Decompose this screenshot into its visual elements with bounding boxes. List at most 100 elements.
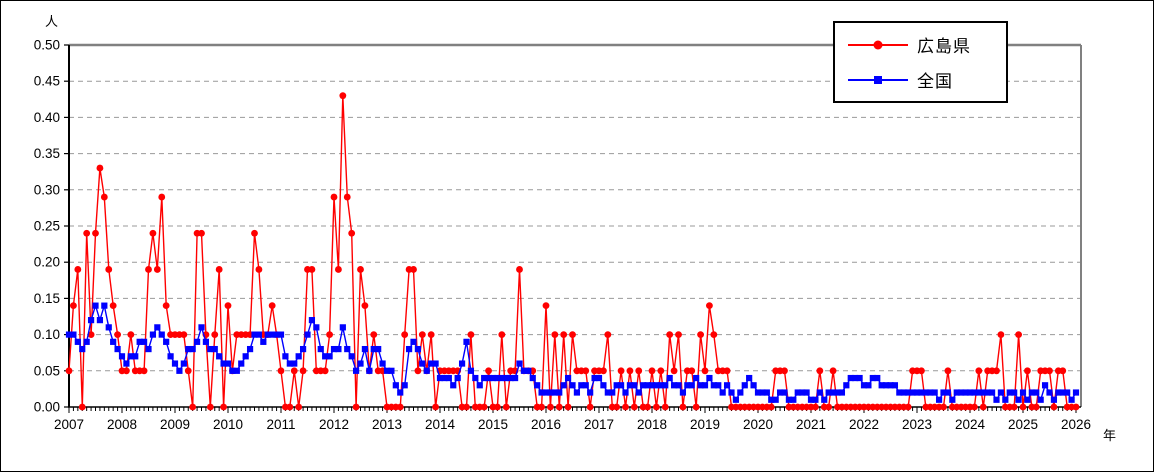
x-tick-label: 2008 xyxy=(107,417,137,432)
x-tick-label: 2023 xyxy=(902,417,932,432)
data-point-national xyxy=(710,382,717,389)
data-point-hiroshima xyxy=(87,331,95,338)
x-tick-label: 2012 xyxy=(319,417,349,432)
data-point-national xyxy=(927,389,934,396)
data-point-hiroshima xyxy=(339,92,347,100)
data-point-national xyxy=(569,382,576,389)
data-point-hiroshima xyxy=(96,164,104,172)
data-point-hiroshima xyxy=(326,331,333,338)
data-point-hiroshima xyxy=(114,331,121,338)
data-point-national xyxy=(759,389,766,396)
data-point-hiroshima xyxy=(498,331,506,338)
data-point-hiroshima xyxy=(657,367,665,375)
data-point-national xyxy=(600,382,607,389)
data-point-national xyxy=(96,317,104,324)
data-point-national xyxy=(1072,389,1080,396)
data-point-hiroshima xyxy=(211,331,219,338)
data-point-national xyxy=(763,389,770,396)
data-point-hiroshima xyxy=(547,403,554,411)
data-point-national xyxy=(70,331,77,338)
data-point-national xyxy=(825,389,832,396)
x-tick-label: 2022 xyxy=(849,417,879,432)
legend-label-national: 全国 xyxy=(917,72,953,91)
data-point-national xyxy=(158,331,165,338)
data-point-hiroshima xyxy=(295,403,303,411)
data-point-hiroshima xyxy=(648,367,656,375)
data-point-hiroshima xyxy=(290,367,298,375)
data-point-national xyxy=(525,367,532,374)
data-point-national xyxy=(556,389,563,396)
data-point-hiroshima xyxy=(692,403,700,411)
data-point-national xyxy=(878,382,885,389)
data-point-national xyxy=(238,360,245,367)
data-point-national xyxy=(617,382,625,389)
data-point-hiroshima xyxy=(308,266,316,273)
x-tick-label: 2024 xyxy=(955,417,986,432)
data-point-national xyxy=(432,360,439,367)
data-point-national xyxy=(547,389,554,396)
data-point-hiroshima xyxy=(180,331,188,338)
data-point-national xyxy=(852,374,859,382)
data-point-hiroshima xyxy=(675,331,682,338)
data-point-hiroshima xyxy=(661,403,669,411)
data-point-national xyxy=(750,382,757,389)
data-point-hiroshima xyxy=(418,331,426,338)
data-point-national xyxy=(887,382,894,389)
data-point-national xyxy=(467,367,475,374)
data-point-national xyxy=(485,374,492,382)
data-point-hiroshima xyxy=(153,266,161,273)
data-point-hiroshima xyxy=(670,367,678,375)
data-point-hiroshima xyxy=(123,367,130,375)
data-point-national xyxy=(264,331,271,338)
data-point-hiroshima xyxy=(1072,403,1080,411)
x-tick-label: 2016 xyxy=(531,417,561,432)
data-point-national xyxy=(185,345,192,353)
data-point-national xyxy=(463,338,470,345)
data-point-national xyxy=(737,389,744,396)
data-point-national xyxy=(273,331,280,338)
data-point-national xyxy=(693,374,700,382)
data-point-national xyxy=(657,382,664,389)
data-point-national xyxy=(494,374,501,382)
data-point-national xyxy=(1011,389,1018,396)
data-point-national xyxy=(662,382,669,389)
data-point-national xyxy=(644,382,651,389)
data-point-national xyxy=(154,324,161,331)
data-point-national xyxy=(176,367,183,374)
y-tick-label: 0.05 xyxy=(34,363,60,378)
data-point-national xyxy=(613,382,620,389)
x-tick-label: 2007 xyxy=(54,417,84,432)
data-point-national xyxy=(922,389,929,396)
data-point-national xyxy=(322,353,329,360)
data-point-national xyxy=(105,324,112,331)
data-point-national xyxy=(326,353,333,360)
data-point-hiroshima xyxy=(1059,367,1067,375)
data-point-national xyxy=(578,382,585,389)
data-point-hiroshima xyxy=(997,331,1005,338)
data-point-hiroshima xyxy=(812,403,819,411)
data-point-hiroshima xyxy=(538,403,545,411)
data-point-hiroshima xyxy=(993,367,1000,375)
data-point-national xyxy=(882,382,890,389)
x-tick-label: 2011 xyxy=(266,417,295,432)
data-point-national xyxy=(587,389,594,396)
data-point-hiroshima xyxy=(701,367,709,375)
data-point-national xyxy=(626,382,634,389)
data-point-national xyxy=(317,345,324,353)
data-point-national xyxy=(458,360,466,367)
data-point-national xyxy=(207,345,214,353)
data-point-national xyxy=(640,382,647,389)
data-point-hiroshima xyxy=(370,331,378,338)
data-point-national xyxy=(132,353,139,360)
data-point-national xyxy=(136,338,143,345)
data-point-national xyxy=(715,382,722,389)
data-point-hiroshima xyxy=(277,367,285,375)
data-point-national xyxy=(127,353,134,360)
data-point-national xyxy=(529,374,536,382)
data-point-national xyxy=(980,389,987,396)
data-point-national xyxy=(269,331,276,338)
data-point-hiroshima xyxy=(975,367,983,375)
data-point-national xyxy=(229,367,236,374)
data-point-national xyxy=(79,345,86,353)
data-point-national xyxy=(944,389,952,396)
